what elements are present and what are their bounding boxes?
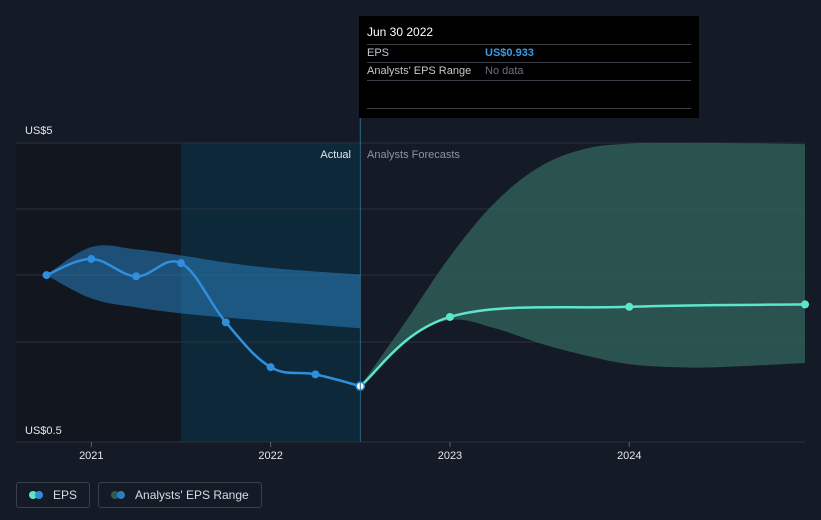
forecast-point-2 <box>625 302 634 311</box>
actual-point-3 <box>176 259 185 268</box>
tooltip-eps-label: EPS <box>367 47 390 59</box>
y-axis-top-label: US$5 <box>25 125 53 137</box>
x-axis-ticks: 2021 2022 2023 2024 <box>79 442 642 462</box>
tooltip-divider <box>367 108 691 109</box>
actual-point-2 <box>132 272 141 281</box>
actual-point-4 <box>221 318 230 327</box>
x-tick-label-1: 2022 <box>258 450 282 462</box>
actual-point-0 <box>42 271 51 280</box>
eps-swatch-icon <box>29 491 43 499</box>
tooltip: Jun 30 2022 EPS US$0.933 Analysts' EPS R… <box>359 16 699 118</box>
actual-point-6 <box>311 370 320 379</box>
eps-range-swatch-icon <box>111 491 126 499</box>
tooltip-range-label: Analysts' EPS Range <box>367 65 472 77</box>
x-tick-label-3: 2024 <box>617 450 641 462</box>
actual-point-5 <box>266 363 275 372</box>
actual-label: Actual <box>320 149 351 161</box>
forecast-eps-line <box>359 303 806 388</box>
forecast-point-3 <box>801 300 809 309</box>
actual-point-1 <box>87 254 96 263</box>
eps-points <box>42 254 809 391</box>
forecast-label: Analysts Forecasts <box>367 149 460 161</box>
legend-item-eps-range[interactable]: Analysts' EPS Range <box>98 482 262 508</box>
tooltip-date: Jun 30 2022 <box>367 24 691 45</box>
eps-lines <box>46 257 806 388</box>
x-tick-label-0: 2021 <box>79 450 103 462</box>
forecast-range-band <box>360 142 805 387</box>
actual-eps-line <box>46 257 361 388</box>
tooltip-eps-value: US$0.933 <box>485 47 534 59</box>
forecast-point-1 <box>445 312 454 321</box>
legend-range-label: Analysts' EPS Range <box>135 488 249 502</box>
legend-item-eps[interactable]: EPS <box>16 482 91 508</box>
tooltip-range-value: No data <box>485 65 524 77</box>
legend: EPS Analysts' EPS Range <box>16 482 262 508</box>
y-axis-bottom-label: US$0.5 <box>25 425 62 437</box>
tooltip-range-row: Analysts' EPS Range No data <box>367 63 691 81</box>
tooltip-eps-row: EPS US$0.933 <box>367 45 691 63</box>
legend-eps-label: EPS <box>53 488 78 502</box>
x-tick-label-2: 2023 <box>438 450 462 462</box>
